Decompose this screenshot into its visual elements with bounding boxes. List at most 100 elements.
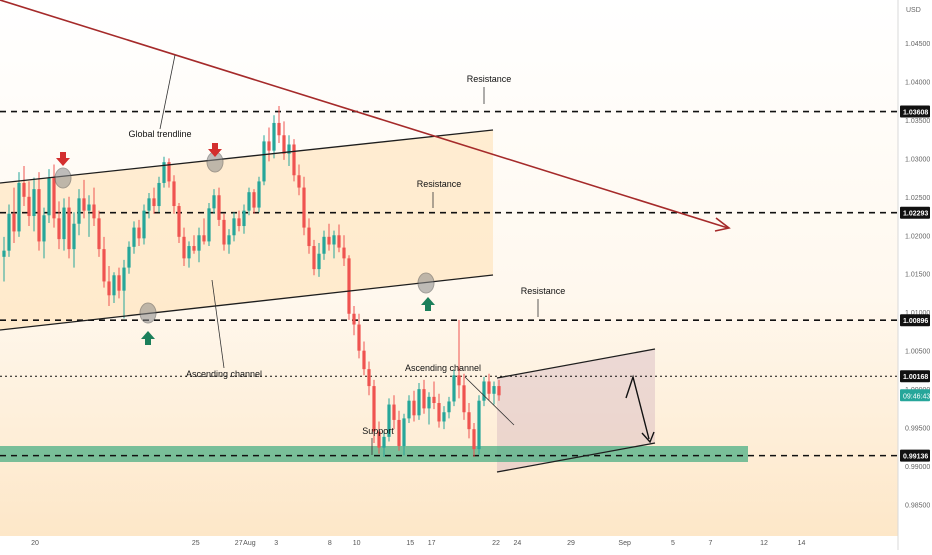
candle-body[interactable] (402, 418, 406, 447)
candle-body[interactable] (232, 218, 236, 236)
candle-body[interactable] (122, 267, 126, 291)
candle-body[interactable] (202, 235, 206, 242)
candle-body[interactable] (467, 412, 471, 430)
candle-body[interactable] (147, 198, 151, 211)
candle-body[interactable] (87, 204, 91, 211)
candle-body[interactable] (267, 141, 271, 151)
channel-upper-line[interactable] (0, 129, 494, 184)
candle-body[interactable] (237, 218, 241, 227)
candle-body[interactable] (482, 381, 486, 401)
candle-body[interactable] (77, 198, 81, 224)
candle-body[interactable] (342, 247, 346, 259)
candle-body[interactable] (357, 324, 361, 351)
candle-body[interactable] (92, 204, 96, 219)
candle-body[interactable] (432, 396, 436, 404)
candle-body[interactable] (372, 386, 376, 432)
candle-body[interactable] (362, 350, 366, 370)
candle-body[interactable] (22, 182, 26, 197)
candle-body[interactable] (72, 223, 76, 250)
candle-body[interactable] (137, 227, 141, 239)
candle-body[interactable] (7, 213, 11, 251)
candle-body[interactable] (252, 192, 256, 208)
candle-body[interactable] (417, 389, 421, 416)
candle-body[interactable] (197, 235, 201, 251)
candle-body[interactable] (37, 189, 41, 242)
candle-body[interactable] (67, 207, 71, 250)
candle-body[interactable] (407, 400, 411, 419)
candle-body[interactable] (177, 206, 181, 237)
candle-body[interactable] (57, 218, 61, 240)
candle-body[interactable] (352, 313, 356, 325)
candle-body[interactable] (172, 181, 176, 207)
candle-body[interactable] (132, 227, 136, 247)
candle-body[interactable] (492, 386, 496, 394)
candle-body[interactable] (367, 369, 371, 387)
candle-body[interactable] (162, 162, 166, 183)
candle-body[interactable] (307, 227, 311, 247)
candle-body[interactable] (297, 175, 301, 188)
candle-body[interactable] (442, 412, 446, 422)
candle-body[interactable] (62, 207, 66, 240)
candle-body[interactable] (292, 144, 296, 176)
candle-body[interactable] (452, 375, 456, 402)
candle-body[interactable] (42, 215, 46, 242)
channel-lower-line[interactable] (0, 274, 494, 331)
candle-body[interactable] (347, 258, 351, 314)
candle-body[interactable] (447, 401, 451, 413)
candle-body[interactable] (247, 192, 251, 211)
candle-body[interactable] (392, 404, 396, 420)
candle-body[interactable] (217, 195, 221, 220)
candle-body[interactable] (282, 135, 286, 154)
candle-body[interactable] (437, 403, 441, 422)
candle-body[interactable] (97, 218, 101, 250)
candle-body[interactable] (152, 198, 156, 207)
candle-body[interactable] (287, 144, 291, 154)
candle-body[interactable] (257, 181, 261, 208)
candle-body[interactable] (272, 122, 276, 151)
candle-body[interactable] (207, 208, 211, 242)
candle-body[interactable] (167, 162, 171, 182)
candle-body[interactable] (312, 246, 316, 270)
candle-body[interactable] (462, 385, 466, 413)
candle-body[interactable] (142, 210, 146, 239)
candle-body[interactable] (127, 246, 131, 268)
candle-body[interactable] (157, 182, 161, 207)
candle-body[interactable] (27, 196, 31, 217)
candle-body[interactable] (277, 122, 281, 136)
candle-body[interactable] (222, 219, 226, 245)
candle-body[interactable] (412, 400, 416, 416)
candle-body[interactable] (497, 386, 501, 396)
candle-body[interactable] (47, 177, 51, 216)
candle-body[interactable] (262, 141, 266, 182)
candle-body[interactable] (427, 396, 431, 409)
candle-body[interactable] (17, 182, 21, 232)
candle-body[interactable] (332, 235, 336, 245)
candle-body[interactable] (212, 195, 216, 209)
candle-body[interactable] (377, 431, 381, 448)
touch-marker-icon-0[interactable] (54, 167, 72, 189)
candle-body[interactable] (12, 213, 16, 232)
candle-body[interactable] (382, 436, 386, 448)
candle-body[interactable] (337, 235, 341, 248)
candle-body[interactable] (422, 389, 426, 409)
candle-body[interactable] (52, 177, 56, 219)
candle-body[interactable] (302, 187, 306, 228)
candle-body[interactable] (102, 249, 106, 282)
touch-marker-icon-3[interactable] (417, 272, 435, 294)
candle-body[interactable] (487, 381, 491, 394)
candle-body[interactable] (32, 189, 36, 217)
small-channel-lower[interactable] (496, 442, 656, 473)
candle-body[interactable] (397, 419, 401, 447)
candle-body[interactable] (457, 375, 461, 386)
candle-body[interactable] (387, 404, 391, 437)
candle-body[interactable] (472, 429, 476, 450)
candle-body[interactable] (117, 275, 121, 291)
candle-body[interactable] (107, 281, 111, 296)
candle-body[interactable] (82, 198, 86, 211)
global-trendline[interactable] (0, 0, 729, 229)
touch-marker-icon-2[interactable] (139, 302, 157, 324)
candle-body[interactable] (112, 275, 116, 296)
candle-body[interactable] (322, 236, 326, 254)
candle-body[interactable] (242, 210, 246, 227)
